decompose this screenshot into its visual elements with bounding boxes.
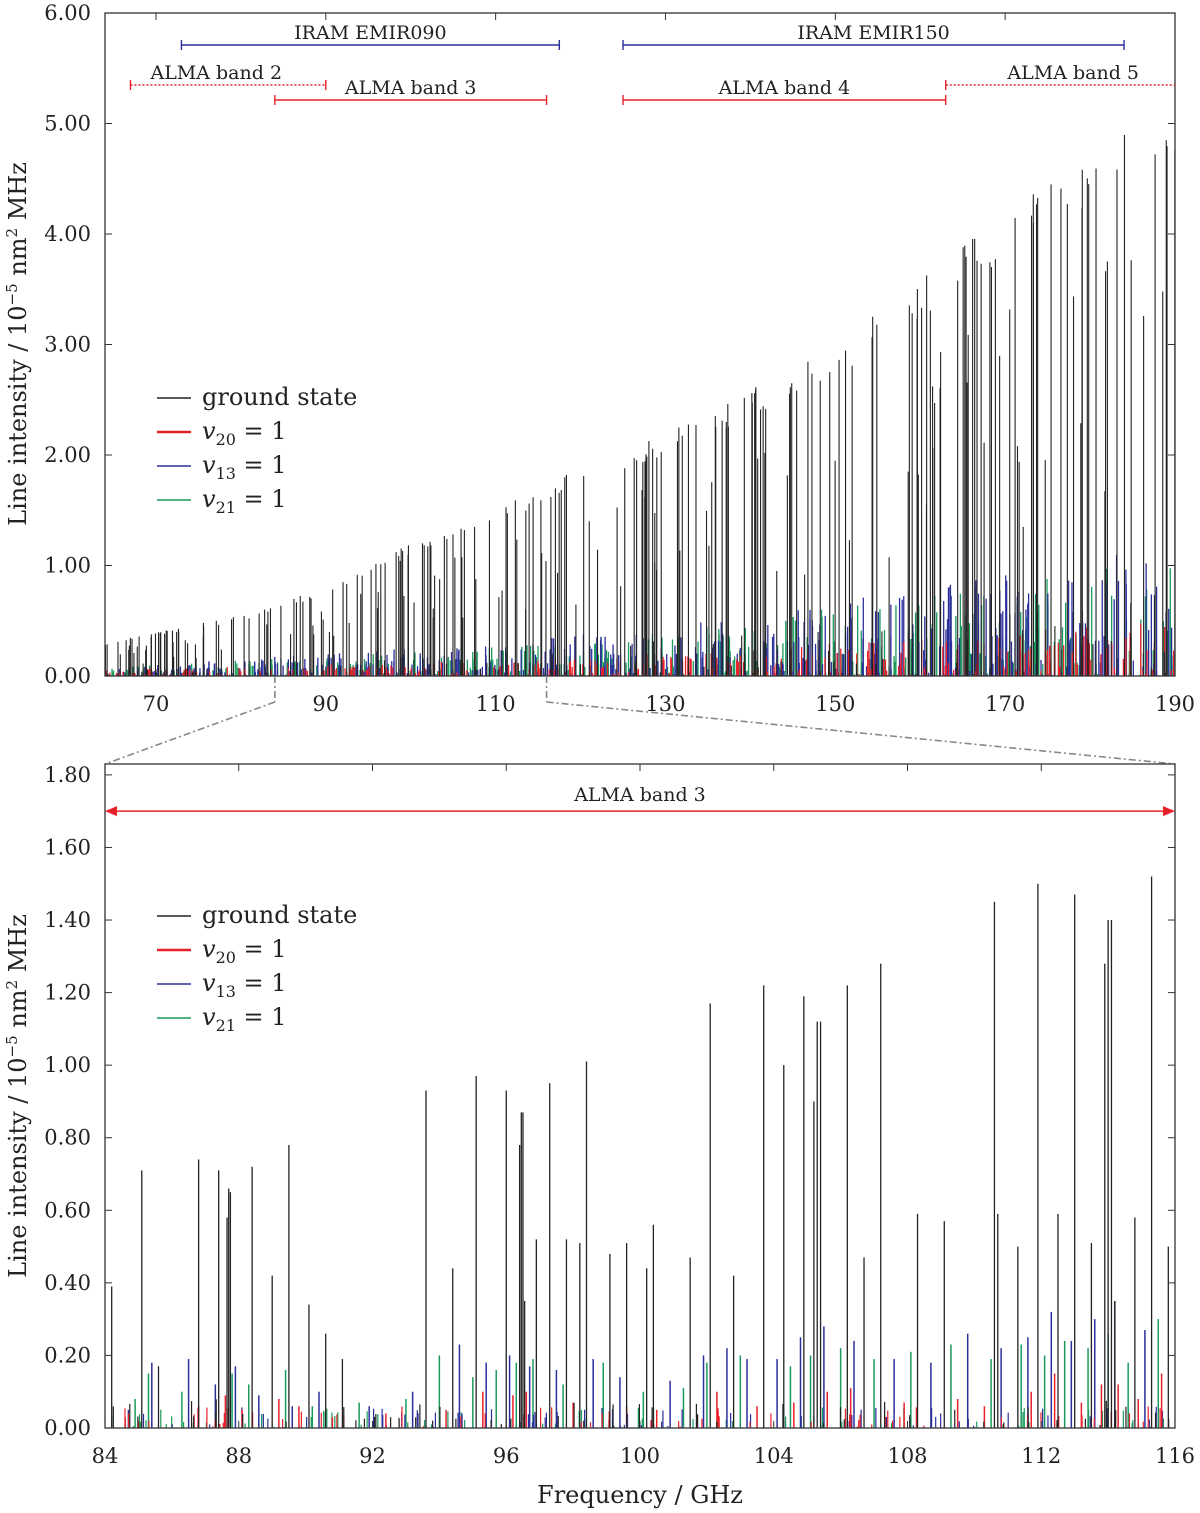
zoom-connector-right [546,701,1176,765]
band-label: ALMA band 4 [718,77,851,99]
overview-series-0 [105,134,1175,676]
zoom-x-tick-label: 108 [887,1444,927,1468]
zoom-connector-lines [104,676,1176,765]
overview-x-tick-label: 150 [815,692,855,716]
overview-y-axis-label: Line intensity / 10−5 nm2 MHz [3,162,32,526]
overview-y-tick-label: 6.00 [44,1,91,25]
zoom-line-marks [108,876,1170,1428]
zoom-x-tick-label: 96 [493,1444,520,1468]
band-label: ALMA band 2 [149,62,282,84]
legend-label: v21 = 1 [202,485,287,517]
band-iram-emir150: IRAM EMIR150 [622,22,1125,50]
overview-band-annotations: IRAM EMIR090 IRAM EMIR150 ALMA band 2 ALMA … [129,22,1175,105]
band-label: IRAM EMIR090 [294,22,446,44]
legend-label: v20 = 1 [202,417,287,449]
zoom-legend-entry: v21 = 1 [157,1003,287,1035]
legend-label: v13 = 1 [202,969,287,1001]
legend-label: v20 = 1 [202,935,287,967]
band-arrow-right-head [1163,806,1175,817]
zoom-band-annotation: ALMA band 3 [105,784,1175,817]
zoom-series-ground-state [111,876,1170,1428]
zoom-legend-entry: v20 = 1 [157,935,287,967]
overview-legend-entry: ground state [157,383,357,411]
zoom-y-tick-label: 0.80 [44,1126,91,1150]
legend-label: ground state [202,901,357,929]
legend-label: v21 = 1 [202,1003,287,1035]
zoom-y-tick-label: 0.60 [44,1198,91,1222]
overview-legend-entry: v13 = 1 [157,451,287,483]
zoom-legend-entry: v13 = 1 [157,969,287,1001]
zoom-series-v13-1 [127,1301,1164,1428]
band-arrow-left-head [105,806,117,817]
band-alma-band-3: ALMA band 3 [274,77,548,105]
zoom-axes: 84 88 92 96 100 104 108 112 116 0.00 0.20 0.40 0.60 0… [44,763,1195,1468]
zoom-legend-entry: ground state [157,901,357,929]
zoom-x-tick-label: 104 [754,1444,794,1468]
band-iram-emir090: IRAM EMIR090 [180,22,561,50]
overview-x-tick-label: 110 [476,692,516,716]
legend-label: v13 = 1 [202,451,287,483]
zoom-x-tick-label: 116 [1155,1444,1195,1468]
zoom-connector-left [104,701,276,765]
overview-x-tick-label: 90 [312,692,339,716]
overview-x-tick-label: 170 [985,692,1025,716]
zoom-series-v21-1 [108,1319,1165,1428]
overview-y-tick-label: 5.00 [44,112,91,136]
overview-y-tick-label: 2.00 [44,443,91,467]
band-alma-band-5: ALMA band 5 [945,62,1175,90]
overview-y-tick-label: 1.00 [44,554,91,578]
overview-axes: 70 90 110 130 150 170 1900.001.002.003.004.005… [44,1,1195,716]
band-arrow-label: ALMA band 3 [573,784,706,806]
overview-axes-frame [104,12,1176,677]
zoom-y-axis-label: Line intensity / 10−5 nm2 MHz [3,914,32,1278]
overview-y-tick-label: 0.00 [44,664,91,688]
overview-x-tick-label: 70 [143,692,170,716]
band-label: ALMA band 3 [344,77,477,99]
band-label: ALMA band 5 [1006,62,1139,84]
zoom-x-tick-label: 88 [225,1444,252,1468]
overview-y-tick-label: 3.00 [44,333,91,357]
zoom-y-tick-label: 1.80 [44,763,91,787]
zoom-y-tick-label: 0.20 [44,1343,91,1367]
zoom-y-tick-label: 1.40 [44,908,91,932]
zoom-y-tick-label: 1.20 [44,981,91,1005]
zoom-axes-frame [104,763,1176,1429]
overview-panel: 70 90 110 130 150 170 1900.001.002.003.004.005… [3,1,1195,716]
band-alma-band-4: ALMA band 4 [622,77,947,105]
overview-y-tick-label: 4.00 [44,222,91,246]
zoom-y-tick-label: 0.40 [44,1271,91,1295]
zoom-x-tick-label: 84 [92,1444,119,1468]
zoom-y-tick-label: 1.60 [44,835,91,859]
overview-legend-entry: v20 = 1 [157,417,287,449]
overview-legend-entry: v21 = 1 [157,485,287,517]
zoom-x-axis-label: Frequency / GHz [537,1481,743,1509]
band-label: IRAM EMIR150 [797,22,949,44]
zoom-panel: 84 88 92 96 100 104 108 112 116 0.00 0.20 0.40 0.60 0… [3,763,1195,1509]
legend-label: ground state [202,383,357,411]
zoom-y-tick-label: 1.00 [44,1053,91,1077]
overview-line-marks [105,134,1175,676]
zoom-x-tick-label: 100 [620,1444,660,1468]
band-alma-band-2: ALMA band 2 [129,62,327,90]
overview-x-tick-label: 190 [1155,692,1195,716]
zoom-x-tick-label: 112 [1021,1444,1061,1468]
zoom-x-tick-label: 92 [359,1444,386,1468]
zoom-y-tick-label: 0.00 [44,1416,91,1440]
